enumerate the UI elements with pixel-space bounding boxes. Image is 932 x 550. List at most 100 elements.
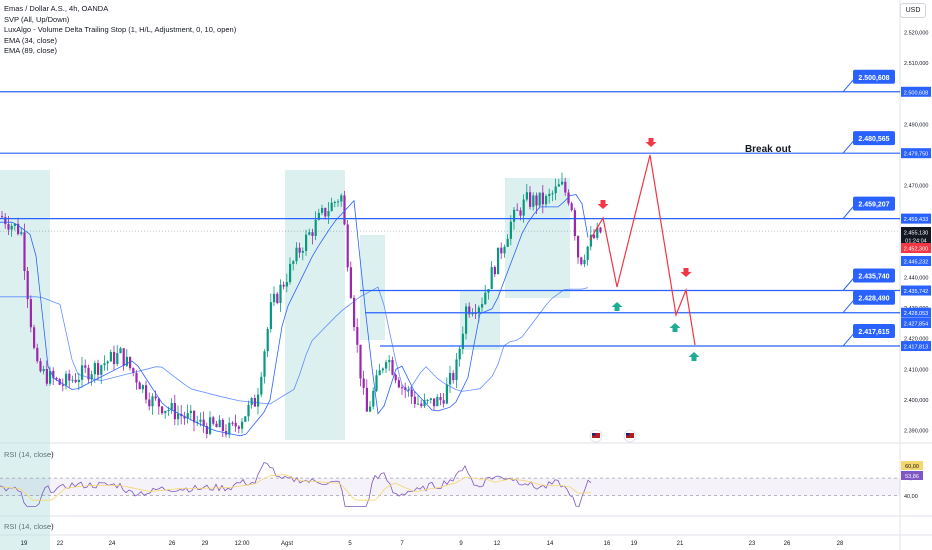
price-axis-badge	[901, 243, 931, 253]
candle-body	[13, 223, 16, 226]
candle-body	[26, 271, 29, 300]
candle-body	[401, 387, 404, 389]
candle-body	[305, 234, 308, 251]
candle-body	[90, 374, 93, 380]
candle-body	[458, 348, 461, 360]
candle-body	[317, 212, 320, 220]
candle-body	[525, 192, 528, 200]
rsi-ma-line	[0, 474, 592, 501]
candle-body	[596, 227, 599, 238]
candle-body	[167, 409, 170, 411]
level-axis-badge-label: 2.479,750	[904, 152, 928, 158]
x-tick-label: 23	[749, 541, 756, 547]
candle-body	[119, 348, 122, 354]
candle-body	[122, 348, 125, 366]
y-tick-label: 2.400,000	[904, 398, 928, 404]
legend-indicator-ema34[interactable]: EMA (34, close)	[4, 35, 57, 45]
rsi-label-2[interactable]: RSI (14, close)	[4, 522, 54, 531]
price-axis-badge	[901, 318, 931, 328]
candle-body	[1, 216, 4, 218]
candle-body	[449, 373, 452, 385]
candle-body	[250, 398, 253, 405]
candle-body	[177, 413, 180, 420]
chart-legend: Emas / Dollar A.S., 4h, OANDA SVP (All, …	[4, 4, 236, 57]
legend-indicator-ema89[interactable]: EMA (89, close)	[4, 46, 57, 55]
level-axis-badge-label: 2.435,742	[904, 289, 928, 295]
candle-body	[100, 365, 103, 375]
x-tick-label: 9	[459, 541, 463, 547]
candle-body	[42, 369, 45, 372]
candle-body	[263, 351, 266, 377]
candle-body	[551, 193, 554, 195]
up-arrow-icon	[669, 323, 681, 332]
candle-body	[445, 384, 448, 404]
level-axis-badge-label: 2.428,053	[904, 311, 928, 317]
candle-body	[589, 234, 592, 247]
candle-body	[500, 247, 503, 254]
candles-group	[1, 172, 602, 439]
candle-body	[295, 247, 298, 262]
x-tick-label: 21	[677, 541, 684, 547]
candle-body	[378, 370, 381, 376]
candle-body	[497, 247, 500, 275]
price-axis-badge-label: 01:24:04	[905, 239, 926, 245]
candle-body	[468, 306, 471, 315]
candle-body	[311, 232, 314, 236]
candle-body	[333, 202, 336, 204]
candle-body	[183, 416, 186, 419]
candle-body	[276, 293, 279, 304]
candle-body	[241, 421, 244, 429]
candle-body	[4, 217, 7, 225]
candle-body	[247, 404, 250, 417]
candle-body	[365, 387, 368, 412]
candle-body	[493, 267, 496, 275]
down-arrow-icon	[645, 138, 657, 147]
candle-body	[106, 361, 109, 364]
x-tick-label: 29	[202, 541, 209, 547]
candle-body	[548, 193, 551, 197]
candle-body	[452, 373, 455, 381]
legend-title[interactable]: Emas / Dollar A.S., 4h, OANDA	[4, 4, 109, 13]
candle-body	[573, 210, 576, 237]
x-tick-label: 16	[604, 541, 611, 547]
candle-body	[337, 201, 340, 203]
rsi-label-1[interactable]: RSI (14, close)	[4, 450, 54, 459]
level-callout	[853, 69, 895, 84]
volume-profile-box	[285, 170, 345, 440]
candle-body	[244, 416, 247, 422]
candle-body	[577, 236, 580, 258]
candle-body	[583, 259, 586, 265]
x-tick-label: 7	[400, 541, 404, 547]
level-callout-label: 2.417,615	[858, 329, 889, 336]
candle-body	[506, 238, 509, 247]
y-tick-label: 2.410,000	[904, 367, 928, 373]
candle-body	[513, 209, 516, 222]
candle-body	[503, 246, 506, 254]
candle-body	[260, 376, 263, 395]
candle-body	[221, 419, 224, 432]
candle-body	[157, 398, 160, 407]
candle-body	[369, 406, 372, 412]
candle-body	[372, 390, 375, 407]
candle-body	[145, 385, 148, 400]
legend-indicator-luxalgo[interactable]: LuxAlgo - Volume Delta Trailing Stop (1,…	[4, 25, 237, 34]
candle-body	[23, 232, 26, 272]
price-axis-badge-label: 2.445,232	[904, 260, 928, 266]
x-tick-label: 26	[169, 541, 176, 547]
legend-indicator-svp[interactable]: SVP (All, Up/Down)	[4, 14, 70, 24]
candle-body	[29, 299, 32, 328]
level-axis-badge	[901, 307, 931, 318]
candle-body	[580, 257, 583, 265]
candle-body	[564, 181, 567, 193]
price-axis-badge-label: 2.455,130	[904, 231, 928, 237]
x-tick-label: 12	[494, 541, 501, 547]
rsi-band	[0, 478, 900, 496]
candle-body	[141, 385, 144, 390]
candle-body	[471, 313, 474, 315]
candle-body	[282, 284, 285, 287]
candle-body	[477, 307, 480, 314]
candle-body	[426, 399, 429, 401]
candle-body	[71, 379, 74, 381]
candle-body	[484, 292, 487, 305]
